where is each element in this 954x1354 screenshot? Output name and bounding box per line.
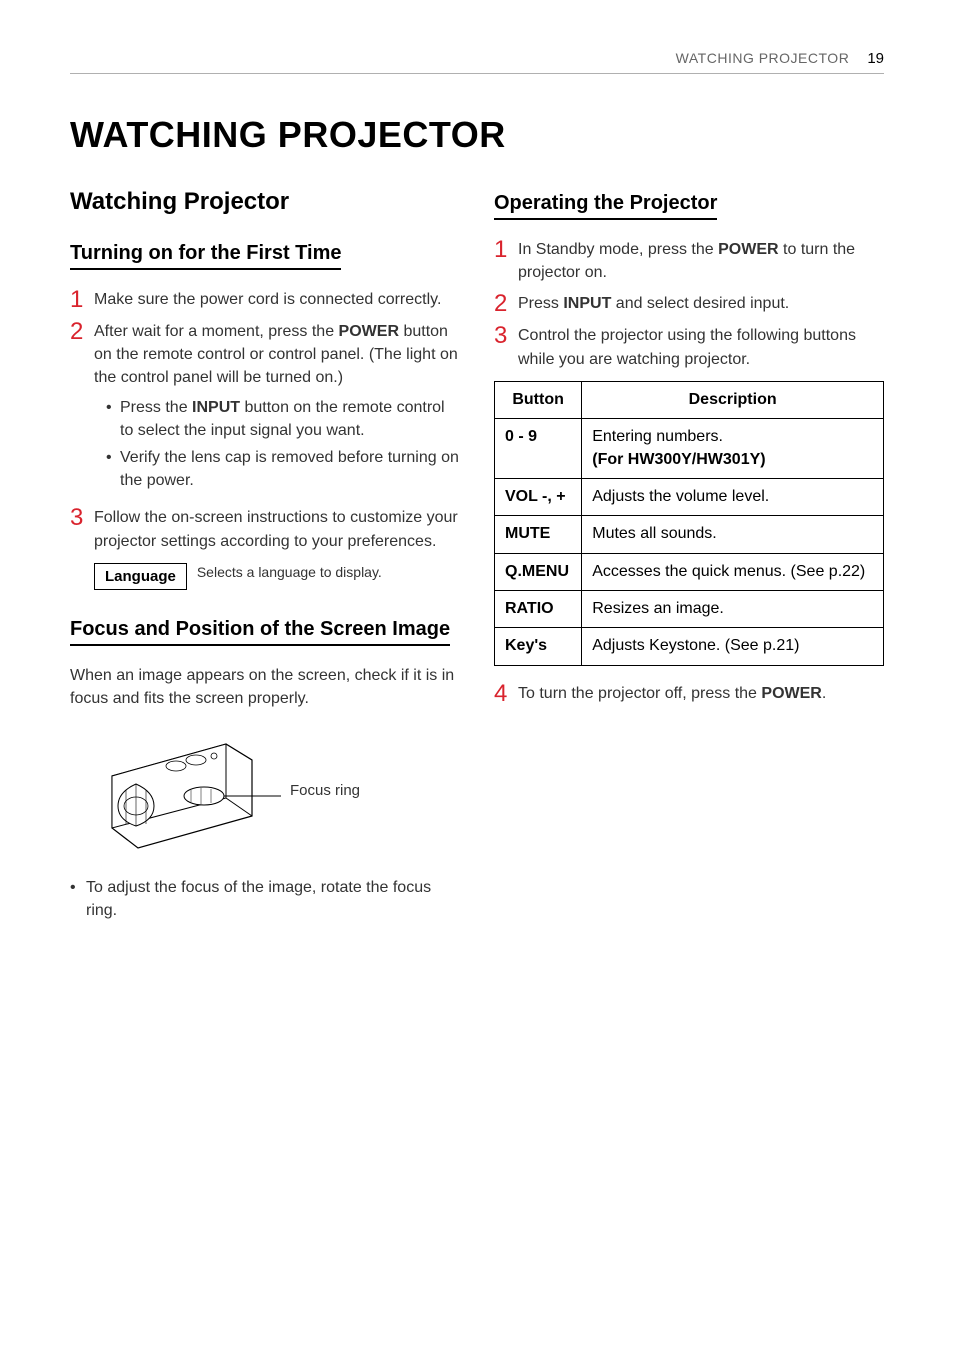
table-cell: 0 - 9 [495, 419, 582, 479]
text-fragment: After wait for a moment, press the [94, 323, 339, 340]
table-row: Key's Adjusts Keystone. (See p.21) [495, 628, 884, 665]
text-fragment: Press [518, 295, 563, 312]
op-step-1: 1 In Standby mode, press the POWER to tu… [494, 238, 884, 284]
step-3: 3 Follow the on-screen instructions to c… [70, 506, 460, 552]
header-section-label: WATCHING PROJECTOR [676, 50, 850, 66]
op-step-4: 4 To turn the projector off, press the P… [494, 682, 884, 706]
table-cell: VOL -, + [495, 478, 582, 515]
table-cell: MUTE [495, 516, 582, 553]
table-cell: Mutes all sounds. [582, 516, 884, 553]
step-number: 1 [494, 238, 518, 262]
section-heading: Watching Projector [70, 188, 460, 216]
text-fragment: and select desired input. [611, 295, 789, 312]
subheading-operating: Operating the Projector [494, 192, 717, 220]
language-box: Language [94, 563, 187, 590]
projector-figure: Focus ring [76, 726, 460, 854]
input-label: INPUT [192, 399, 240, 416]
step-number: 3 [70, 506, 94, 530]
step-text: Follow the on-screen instructions to cus… [94, 506, 460, 552]
sub-bullets: Press the INPUT button on the remote con… [106, 396, 460, 493]
table-row: MUTE Mutes all sounds. [495, 516, 884, 553]
left-column: Watching Projector Turning on for the Fi… [70, 188, 460, 922]
subheading-turning-on: Turning on for the First Time [70, 242, 341, 270]
table-cell: Key's [495, 628, 582, 665]
bullet-text: To adjust the focus of the image, rotate… [86, 876, 460, 922]
step-text: Make sure the power cord is connected co… [94, 288, 460, 311]
main-title: WATCHING PROJECTOR [70, 114, 884, 156]
power-label: POWER [761, 685, 821, 702]
text-fragment: To turn the projector off, press the [518, 685, 761, 702]
focus-bullet: • To adjust the focus of the image, rota… [70, 876, 460, 922]
step-text: To turn the projector off, press the POW… [518, 682, 884, 705]
projector-icon [76, 726, 286, 854]
bullet-item: Press the INPUT button on the remote con… [106, 396, 460, 442]
step-text: In Standby mode, press the POWER to turn… [518, 238, 884, 284]
step-text: Control the projector using the followin… [518, 324, 884, 370]
step-number: 2 [70, 320, 94, 344]
language-desc: Selects a language to display. [197, 563, 382, 582]
text-fragment: (For HW300Y/HW301Y) [592, 451, 765, 468]
table-row: 0 - 9 Entering numbers. (For HW300Y/HW30… [495, 419, 884, 479]
table-header-row: Button Description [495, 381, 884, 418]
table-row: VOL -, + Adjusts the volume level. [495, 478, 884, 515]
subheading-focus: Focus and Position of the Screen Image [70, 618, 450, 646]
button-table: Button Description 0 - 9 Entering number… [494, 381, 884, 666]
power-label: POWER [339, 323, 399, 340]
table-header: Description [582, 381, 884, 418]
step-number: 4 [494, 682, 518, 706]
table-cell: Resizes an image. [582, 591, 884, 628]
text-fragment: In Standby mode, press the [518, 241, 718, 258]
bullet-item: Verify the lens cap is removed before tu… [106, 446, 460, 492]
text-fragment: Entering numbers. [592, 428, 723, 445]
input-label: INPUT [563, 295, 611, 312]
step-number: 2 [494, 292, 518, 316]
page-number: 19 [867, 50, 884, 67]
step-text: After wait for a moment, press the POWER… [94, 320, 460, 498]
step-1: 1 Make sure the power cord is connected … [70, 288, 460, 312]
figure-caption: Focus ring [290, 782, 360, 799]
table-cell: Accesses the quick menus. (See p.22) [582, 553, 884, 590]
language-row: Language Selects a language to display. [94, 563, 460, 590]
table-cell: Entering numbers. (For HW300Y/HW301Y) [582, 419, 884, 479]
step-number: 1 [70, 288, 94, 312]
table-cell: Adjusts Keystone. (See p.21) [582, 628, 884, 665]
right-column: Operating the Projector 1 In Standby mod… [494, 188, 884, 922]
table-row: RATIO Resizes an image. [495, 591, 884, 628]
text-fragment: Press the [120, 399, 192, 416]
content-columns: Watching Projector Turning on for the Fi… [70, 188, 884, 922]
op-step-3: 3 Control the projector using the follow… [494, 324, 884, 370]
op-step-2: 2 Press INPUT and select desired input. [494, 292, 884, 316]
step-number: 3 [494, 324, 518, 348]
table-row: Q.MENU Accesses the quick menus. (See p.… [495, 553, 884, 590]
table-cell: Q.MENU [495, 553, 582, 590]
bullet-dot: • [70, 876, 86, 899]
focus-paragraph: When an image appears on the screen, che… [70, 664, 460, 710]
step-2: 2 After wait for a moment, press the POW… [70, 320, 460, 498]
table-cell: RATIO [495, 591, 582, 628]
table-header: Button [495, 381, 582, 418]
table-cell: Adjusts the volume level. [582, 478, 884, 515]
step-text: Press INPUT and select desired input. [518, 292, 884, 315]
power-label: POWER [718, 241, 778, 258]
page-header: WATCHING PROJECTOR 19 [70, 50, 884, 74]
text-fragment: . [822, 685, 826, 702]
